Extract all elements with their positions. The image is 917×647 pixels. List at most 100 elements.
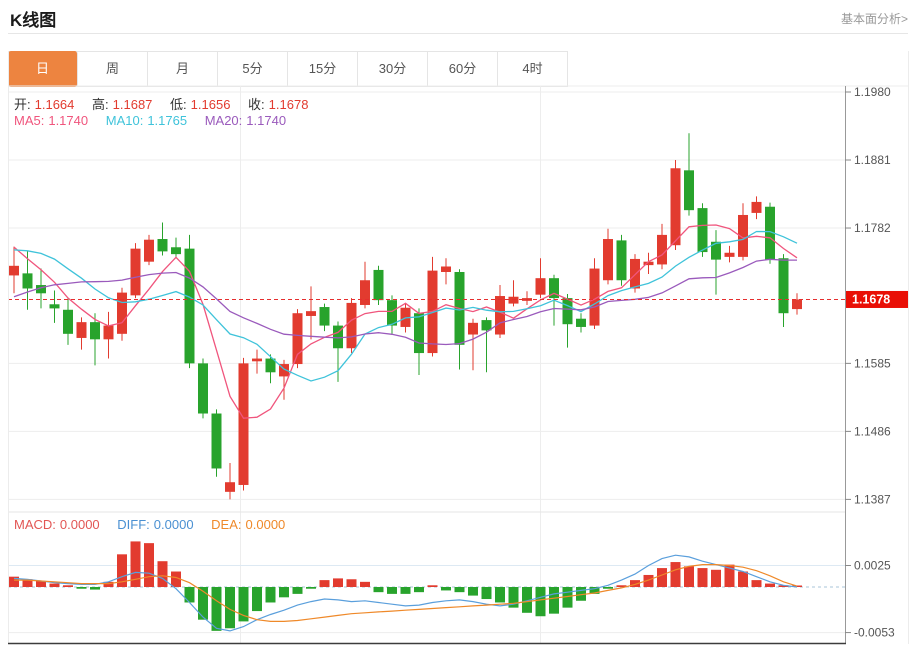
ma10-value: 1.1765 [147,113,188,128]
price-tick-label: 1.1782 [854,221,891,235]
ma20-line [13,258,797,346]
tab-m30[interactable]: 30分 [358,52,428,86]
macd-label: MACD: [14,517,56,532]
macd-bar [22,579,33,587]
macd-bar [360,581,370,587]
tab-m5[interactable]: 5分 [218,52,288,86]
candle-body [9,265,19,276]
macd-bar [252,587,262,612]
ma5-line [13,224,798,419]
macd-bar [751,580,762,587]
macd-bar [279,587,289,598]
candle-body [265,358,276,373]
macd-bar [103,581,114,587]
candle-body [252,358,262,362]
candle-body [468,322,478,335]
macd-bar [562,587,573,608]
macd-bar [576,587,586,601]
macd-bar [400,587,411,594]
dea-label: DEA: [211,517,242,532]
ohlc-low-value: 1.1656 [190,97,231,112]
candle-body [657,234,667,265]
candle-body [184,248,195,364]
ma10-label: MA10: [105,113,144,128]
candle-body [346,302,357,349]
macd-bar [792,585,802,587]
macd-bar [319,580,330,587]
ma5-label: MA5: [14,113,45,128]
macd-bar [765,583,775,587]
price-tick-label: 1.1585 [854,356,891,370]
macd-value: 0.0000 [59,517,100,532]
candle-body [90,322,100,340]
tab-month[interactable]: 月 [148,52,218,86]
macd-tick-label: -0.0053 [854,626,895,640]
macd-bar [90,587,100,590]
candle-body [63,309,73,334]
tab-day[interactable]: 日 [8,51,78,87]
candle-body [562,298,573,325]
macd-bar [211,587,222,631]
candle-body [36,285,46,294]
macd-bar [535,587,546,617]
price-tick-label: 1.1387 [854,492,891,506]
header-divider [8,33,908,34]
macd-legend: MACD: 0.0000 DIFF: 0.0000 DEA: 0.0000 [14,517,289,532]
candle-body [171,247,181,255]
ma5-value: 1.1740 [48,113,89,128]
macd-bar [333,578,343,587]
candle-body [535,278,546,295]
candle-body [225,482,235,492]
ohlc-close-label: 收: [248,97,265,112]
ohlc-open-value: 1.1664 [34,97,75,112]
candle-body [481,320,492,331]
macd-bar [130,541,141,587]
macd-bar [427,585,438,587]
ma10-line [13,230,798,382]
macd-bar [441,587,451,591]
macd-bar [495,587,505,603]
candle-body [616,240,627,281]
tab-h4[interactable]: 4时 [498,52,567,86]
macd-bar [738,571,748,587]
macd-bar [144,543,154,587]
macd-bar [346,579,357,587]
macd-bar [670,562,681,587]
candle-body [549,278,559,299]
candle-body [441,266,451,272]
tab-week[interactable]: 周 [78,52,148,86]
candle-body [495,296,505,335]
candle-body [373,269,384,301]
diff-value: 0.0000 [153,517,194,532]
macd-bar [522,587,532,613]
macd-bar [117,554,127,587]
macd-bar [414,587,424,593]
macd-bar [9,576,19,587]
diff-line [13,554,798,632]
macd-bar [36,580,46,587]
ohlc-open-label: 开: [14,97,31,112]
ohlc-legend: 开: 1.1664 高: 1.1687 低: 1.1656 收: 1.1678 [14,94,312,113]
tab-m60[interactable]: 60分 [428,52,498,86]
candle-body [711,241,721,260]
candle-body [306,311,316,316]
candle-body [198,363,208,414]
macd-bar [387,587,397,594]
candle-body [117,292,127,334]
candle-body [49,304,60,309]
macd-tick-label: 0.0025 [854,559,891,573]
candle-body [387,300,397,326]
candle-body [643,261,654,266]
macd-bar [373,587,384,593]
current-price-badge [846,290,908,308]
ohlc-low-label: 低: [170,97,187,112]
candle-body [751,201,762,213]
candle-body [238,363,249,485]
candle-body [211,413,222,469]
candle-body [279,364,289,377]
candle-body [103,325,114,340]
macd-bar [292,587,303,594]
fundamental-analysis-link[interactable]: 基本面分析> [840,12,908,26]
tab-m15[interactable]: 15分 [288,52,358,86]
